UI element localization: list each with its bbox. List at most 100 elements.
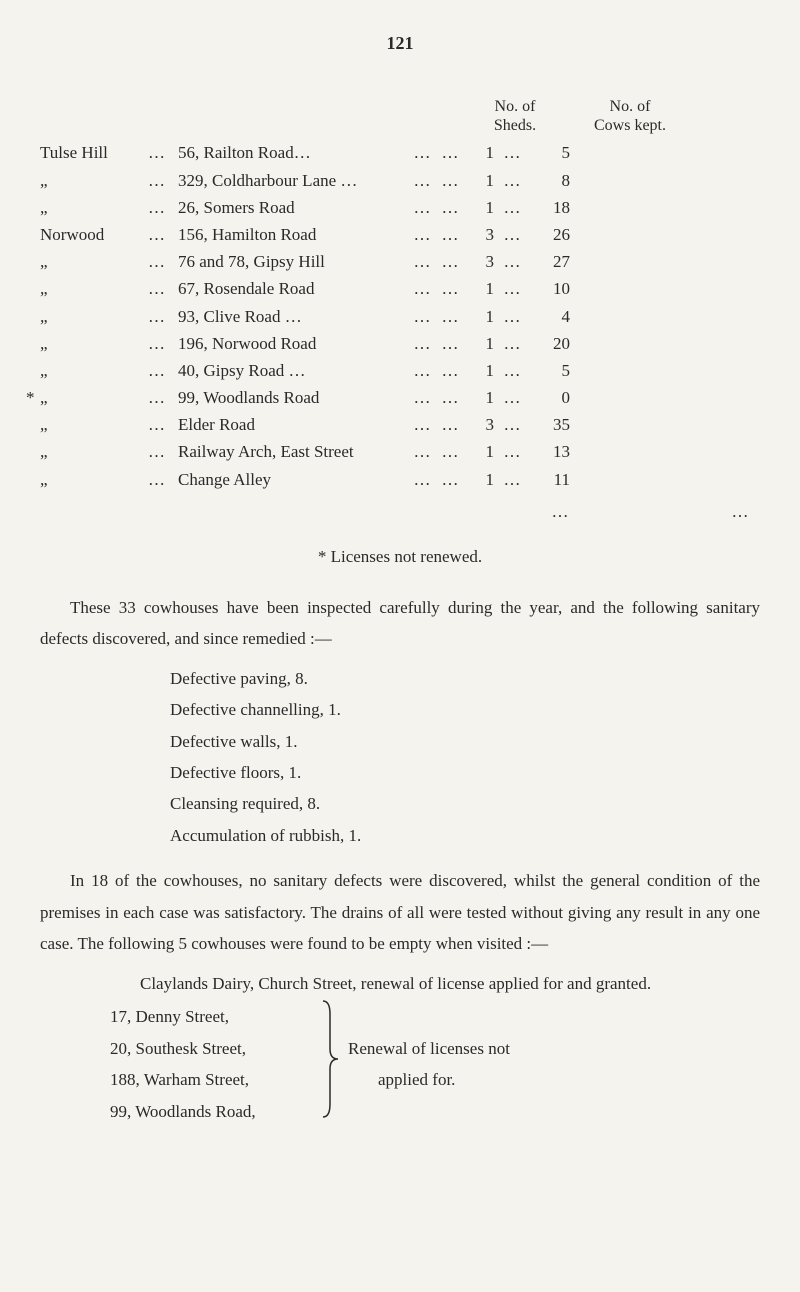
cows-cell: 26 (530, 221, 570, 248)
paragraph-1: These 33 cowhouses have been inspected c… (40, 592, 760, 655)
ellipsis: … (148, 167, 178, 194)
ellipsis: … (148, 357, 178, 384)
address-cell: 67, Rosendale Road (178, 275, 408, 302)
address-cell: 40, Gipsy Road … (178, 357, 408, 384)
defect-item: Accumulation of rubbish, 1. (170, 820, 760, 851)
ellipsis: … (148, 221, 178, 248)
bracket-item: 99, Woodlands Road, (110, 1096, 320, 1127)
address-cell: 26, Somers Road (178, 194, 408, 221)
ellipsis: … (408, 167, 436, 194)
address-cell: 93, Clive Road … (178, 303, 408, 330)
ellipsis: … (436, 330, 464, 357)
address-cell: Change Alley (178, 466, 408, 493)
ellipsis: … (494, 275, 530, 302)
ellipsis: … (408, 139, 436, 166)
area-cell: „ (40, 330, 148, 357)
bracket-item: 188, Warham Street, (110, 1064, 320, 1095)
ellipsis: … (148, 438, 178, 465)
ellipsis: … (408, 384, 436, 411)
header-sheds-line2: Sheds. (494, 117, 536, 134)
bracket-right-text: Renewal of licenses not applied for. (340, 1033, 510, 1096)
ellipsis: … (148, 275, 178, 302)
sheds-cell: 1 (464, 275, 494, 302)
table-row: „…Railway Arch, East Street……1…13 (40, 438, 760, 465)
ellipsis: … (436, 275, 464, 302)
curly-bracket-icon (320, 999, 340, 1129)
defect-item: Defective paving, 8. (170, 663, 760, 694)
area-cell: „ (40, 194, 148, 221)
ellipsis: … (494, 330, 530, 357)
address-cell: Railway Arch, East Street (178, 438, 408, 465)
bracket-right-line1: Renewal of licenses not (348, 1039, 510, 1058)
defect-item: Defective walls, 1. (170, 726, 760, 757)
ellipsis: … (408, 438, 436, 465)
area-cell: „ (40, 357, 148, 384)
footnote-dots-2: … (720, 499, 760, 525)
sheds-cell: 1 (464, 330, 494, 357)
cows-cell: 35 (530, 411, 570, 438)
table-row: Norwood…156, Hamilton Road……3…26 (40, 221, 760, 248)
ellipsis: … (494, 411, 530, 438)
header-sheds: No. of Sheds. (460, 97, 570, 135)
cows-cell: 5 (530, 357, 570, 384)
table-row: *„…99, Woodlands Road……1…0 (40, 384, 760, 411)
address-cell: 99, Woodlands Road (178, 384, 408, 411)
ellipsis: … (436, 466, 464, 493)
ellipsis: … (408, 411, 436, 438)
header-sheds-line1: No. of (495, 98, 536, 115)
ellipsis: … (494, 221, 530, 248)
ellipsis: … (436, 357, 464, 384)
sheds-cell: 1 (464, 194, 494, 221)
cows-cell: 8 (530, 167, 570, 194)
area-cell: „ (40, 411, 148, 438)
table-row: „…76 and 78, Gipsy Hill……3…27 (40, 248, 760, 275)
bracket-item: 20, Southesk Street, (110, 1033, 320, 1064)
cows-cell: 4 (530, 303, 570, 330)
area-cell: „ (40, 303, 148, 330)
cows-cell: 27 (530, 248, 570, 275)
table-row: „…Change Alley……1…11 (40, 466, 760, 493)
ellipsis: … (436, 303, 464, 330)
ellipsis: … (436, 194, 464, 221)
defect-list: Defective paving, 8.Defective channellin… (170, 663, 760, 852)
sheds-cell: 3 (464, 221, 494, 248)
bracket-right-line2: applied for. (348, 1070, 455, 1089)
ellipsis: … (494, 303, 530, 330)
sheds-cell: 1 (464, 384, 494, 411)
ellipsis: … (148, 466, 178, 493)
bracket-left-items: 17, Denny Street,20, Southesk Street,188… (110, 1001, 320, 1127)
address-cell: 76 and 78, Gipsy Hill (178, 248, 408, 275)
ellipsis: … (408, 466, 436, 493)
table-row: „…329, Coldharbour Lane ………1…8 (40, 167, 760, 194)
ellipsis: … (148, 330, 178, 357)
sheds-cell: 1 (464, 167, 494, 194)
table-row: „…40, Gipsy Road ………1…5 (40, 357, 760, 384)
sheds-cell: 1 (464, 139, 494, 166)
ellipsis: … (494, 139, 530, 166)
defect-item: Defective floors, 1. (170, 757, 760, 788)
ellipsis: … (148, 303, 178, 330)
ellipsis: … (436, 139, 464, 166)
ellipsis: … (436, 167, 464, 194)
ellipsis: … (436, 384, 464, 411)
ellipsis: … (408, 303, 436, 330)
ellipsis: … (408, 357, 436, 384)
sheds-cell: 3 (464, 248, 494, 275)
ellipsis: … (494, 384, 530, 411)
ellipsis: … (148, 411, 178, 438)
defect-item: Cleansing required, 8. (170, 788, 760, 819)
bracket-item: 17, Denny Street, (110, 1001, 320, 1032)
cows-cell: 20 (530, 330, 570, 357)
ellipsis: … (494, 194, 530, 221)
cows-cell: 0 (530, 384, 570, 411)
area-cell: „ (40, 275, 148, 302)
header-spacer (40, 97, 460, 135)
table-header: No. of Sheds. No. of Cows kept. (40, 97, 760, 135)
ellipsis: … (408, 275, 436, 302)
address-cell: 156, Hamilton Road (178, 221, 408, 248)
table-row: „…196, Norwood Road……1…20 (40, 330, 760, 357)
claylands-line: Claylands Dairy, Church Street, renewal … (110, 968, 760, 999)
footnote-dots-row: … … (40, 499, 760, 525)
sheds-cell: 1 (464, 303, 494, 330)
defect-item: Defective channelling, 1. (170, 694, 760, 725)
